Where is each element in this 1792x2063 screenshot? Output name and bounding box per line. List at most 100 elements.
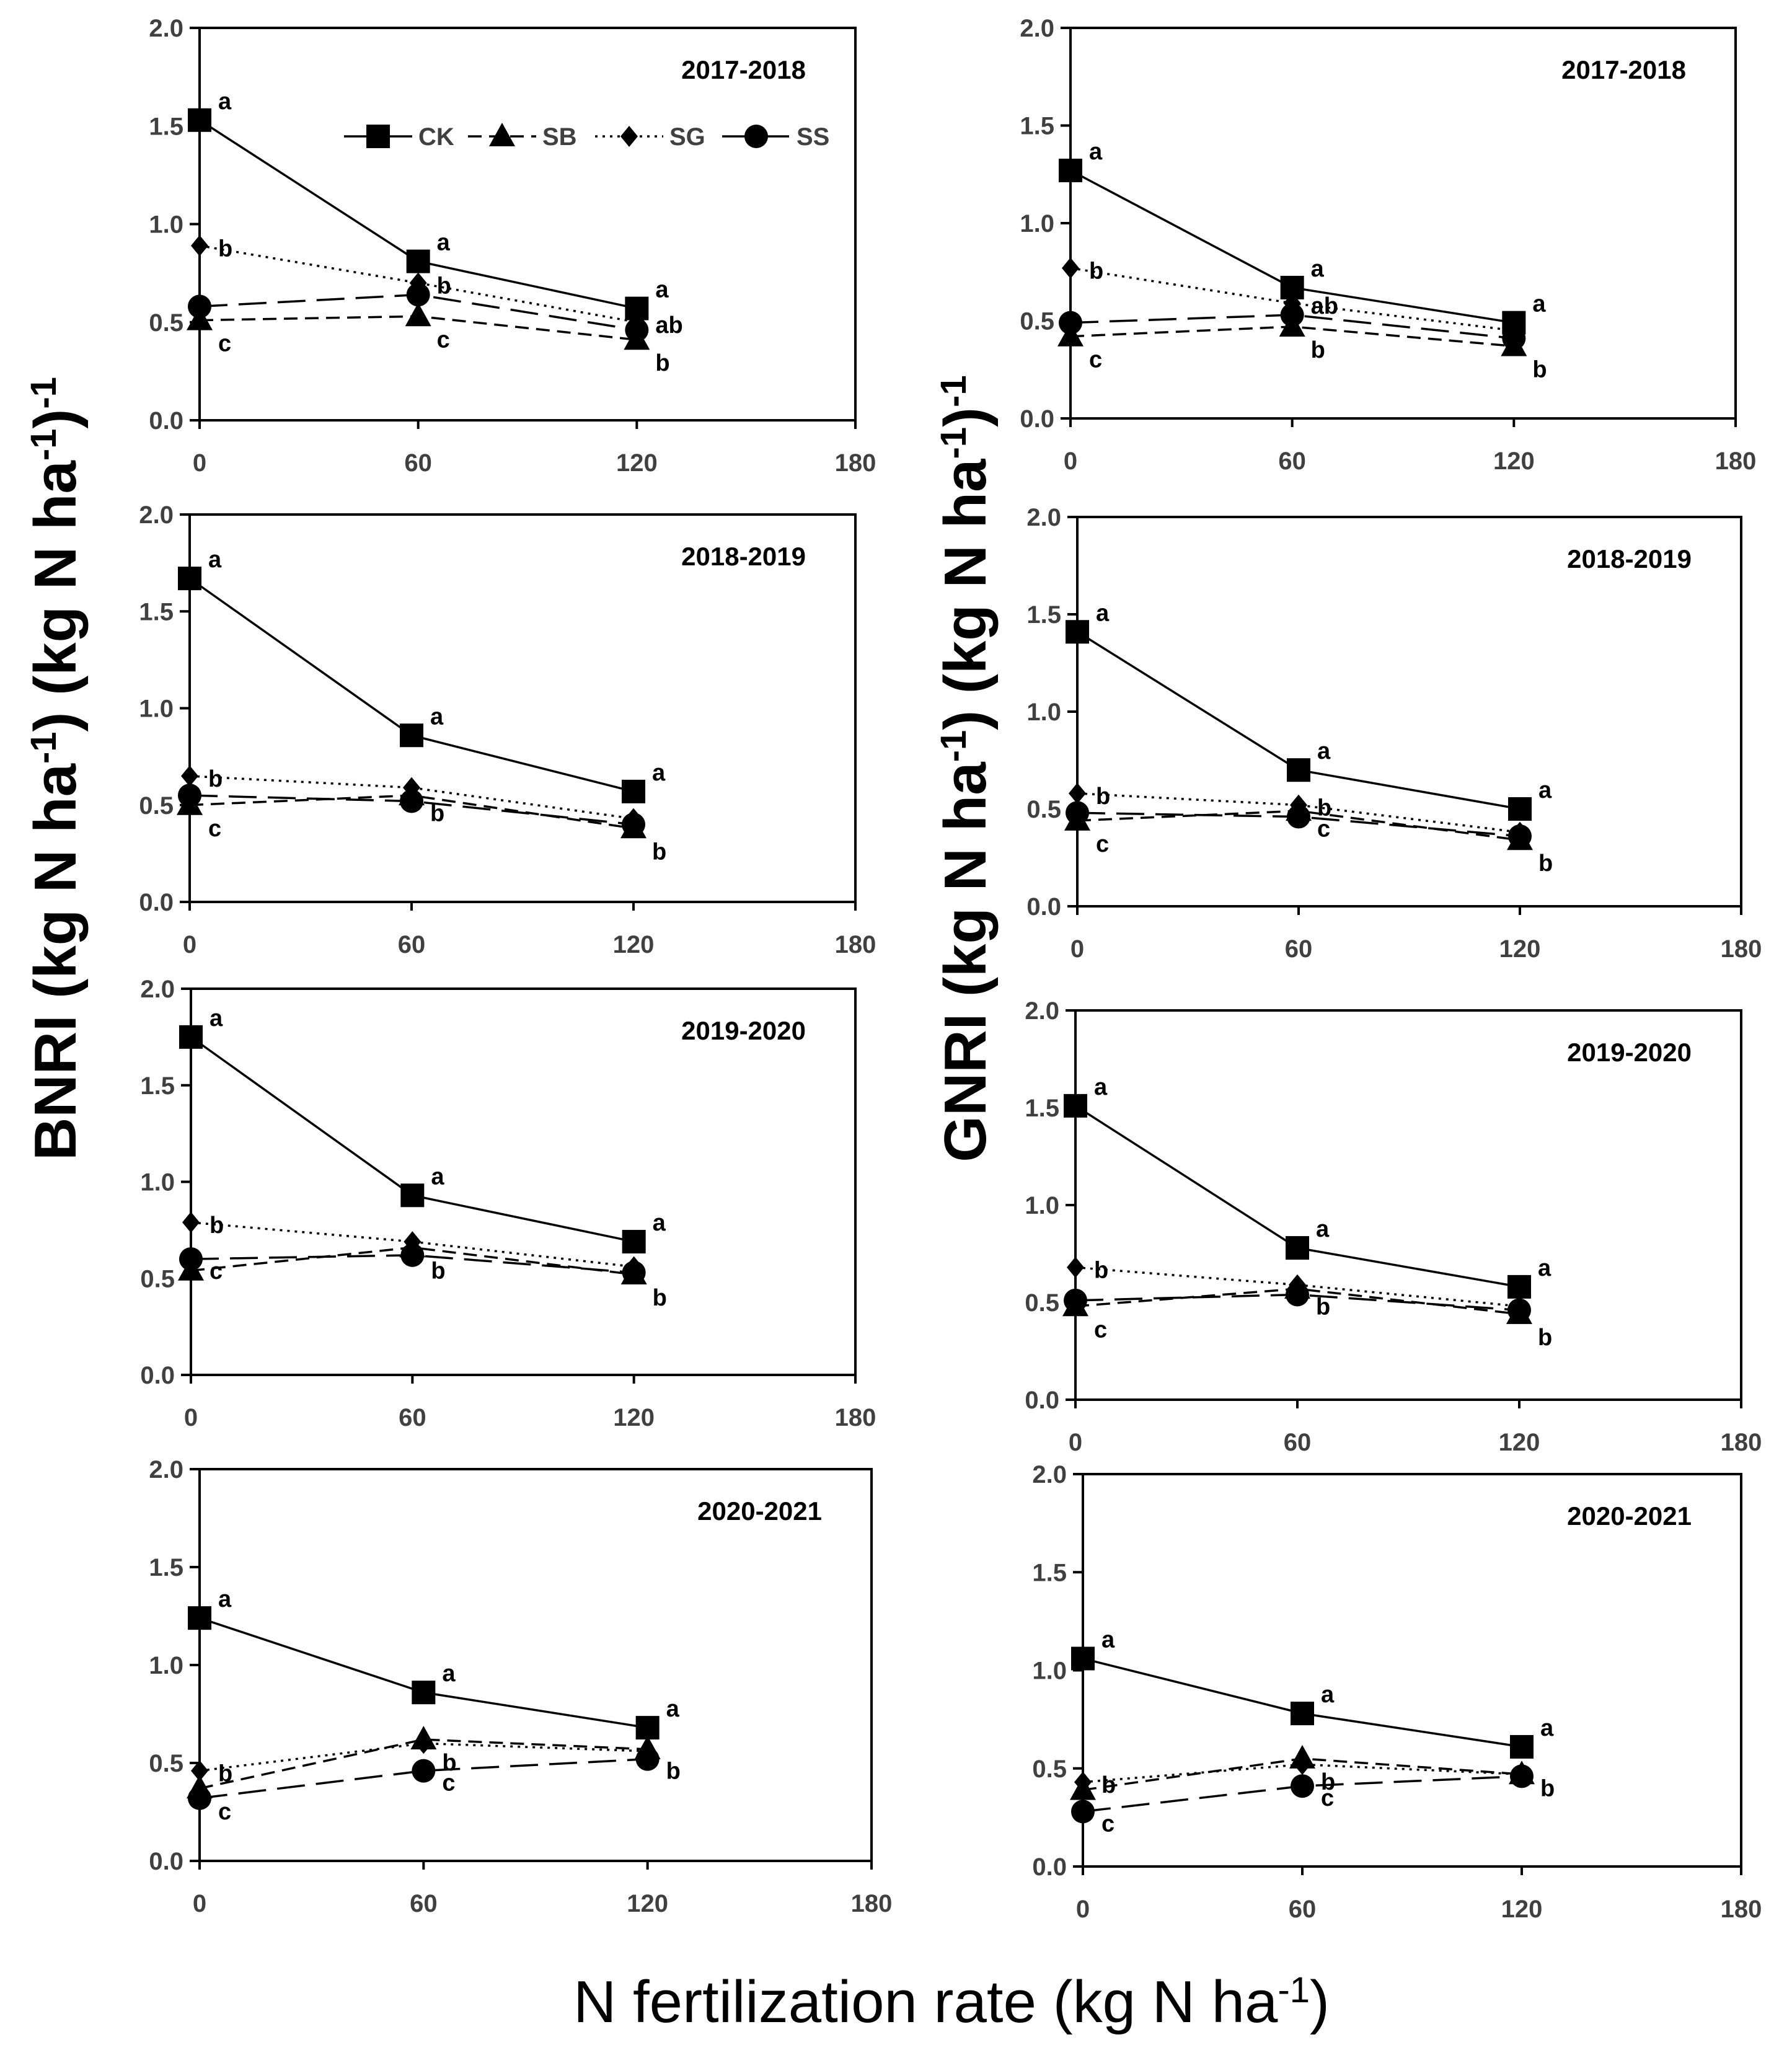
y-axis-label-left-end: ) xyxy=(22,409,89,429)
significance-letter-sb: b xyxy=(442,1750,456,1776)
series-line-ss xyxy=(199,1757,648,1800)
point-sb xyxy=(187,306,213,330)
y-tick-label: 1.5 xyxy=(1026,601,1061,629)
point-sg xyxy=(415,1733,433,1754)
significance-letter-sg: b xyxy=(1094,1257,1108,1283)
x-tick-label: 0 xyxy=(183,931,196,958)
point-sg xyxy=(191,235,208,257)
point-ss xyxy=(1291,1774,1314,1798)
chart-title: 2018-2019 xyxy=(681,542,806,571)
x-tick-label: 60 xyxy=(1284,1429,1312,1456)
significance-letter-ck: a xyxy=(442,1661,456,1687)
legend-label-ck: CK xyxy=(418,123,454,151)
y-tick-label: 0.5 xyxy=(1025,1289,1059,1317)
significance-letter-ck: a xyxy=(666,1696,680,1722)
significance-letter-ck: a xyxy=(652,760,666,786)
point-ss xyxy=(1066,801,1089,825)
significance-letter-sb: c xyxy=(1094,1317,1107,1343)
y-tick-label: 1.0 xyxy=(140,1169,175,1196)
significance-letter-ck: a xyxy=(1096,600,1110,626)
significance-letter-ck: a xyxy=(1101,1627,1115,1653)
point-ck xyxy=(1064,1093,1087,1118)
point-ss xyxy=(1507,1298,1531,1322)
significance-letter-sb: c xyxy=(208,816,221,842)
y-axis-label-right: GNRI (kg N ha-1) (kg N ha-1)-1 xyxy=(932,375,999,1162)
y-tick-label: 0.5 xyxy=(149,309,183,337)
point-ss xyxy=(412,1759,436,1783)
point-ss xyxy=(400,1243,425,1267)
y-tick-label: 2.0 xyxy=(1032,1461,1067,1488)
significance-letter-ck: a xyxy=(1538,777,1552,803)
point-ck xyxy=(400,1183,425,1208)
x-tick-label: 120 xyxy=(616,449,658,477)
significance-letter-ck: a xyxy=(208,547,222,573)
point-ck xyxy=(1066,620,1089,644)
point-ss xyxy=(178,784,201,808)
y-tick-label: 0.0 xyxy=(140,1362,175,1389)
significance-letter-ss: c xyxy=(210,1258,223,1284)
significance-letter-ck: a xyxy=(1532,291,1546,317)
significance-letter-ck: a xyxy=(431,1164,444,1190)
y-tick-label: 2.0 xyxy=(1026,504,1061,531)
y-tick-label: 1.0 xyxy=(149,211,183,239)
y-axis-label-left-sup2: -1 xyxy=(24,429,64,461)
x-tick-label: 0 xyxy=(1076,1896,1090,1923)
legend-marker-ss xyxy=(744,125,768,148)
y-tick-label: 1.5 xyxy=(140,1072,175,1100)
y-tick-label: 0.0 xyxy=(1032,1853,1067,1881)
significance-letter-sg: b xyxy=(437,273,451,299)
x-tick-label: 120 xyxy=(1499,935,1541,963)
point-sb xyxy=(1057,322,1084,347)
x-tick-label: 0 xyxy=(193,1890,206,1917)
x-tick-label: 120 xyxy=(627,1890,668,1917)
x-tick-label: 180 xyxy=(1721,1896,1762,1923)
y-axis-label-right-mid: ) (kg N ha xyxy=(932,459,999,730)
x-tick-label: 0 xyxy=(1070,935,1084,963)
y-tick-label: 2.0 xyxy=(149,1456,183,1483)
point-ss xyxy=(1502,326,1526,350)
significance-letter-sb: c xyxy=(437,327,450,353)
significance-letter-sg: b xyxy=(210,1213,224,1239)
significance-letter-ck: a xyxy=(1321,1682,1335,1708)
chart-title: 2018-2019 xyxy=(1567,544,1692,573)
x-tick-label: 120 xyxy=(1499,1429,1540,1456)
significance-letter-sb: b xyxy=(431,1258,445,1284)
point-sg xyxy=(1067,1257,1084,1278)
x-tick-label: 120 xyxy=(1493,448,1535,475)
x-tick-label: 120 xyxy=(613,931,655,958)
y-tick-label: 1.5 xyxy=(1020,113,1054,140)
series-line-sg xyxy=(1082,1763,1522,1783)
point-sg xyxy=(1074,1771,1092,1793)
point-ck xyxy=(1071,1646,1095,1671)
point-ss xyxy=(625,318,649,342)
point-ss xyxy=(179,1247,203,1271)
y-tick-label: 2.0 xyxy=(1020,15,1054,42)
point-sg xyxy=(1294,1754,1311,1775)
x-tick-label: 180 xyxy=(835,931,876,958)
y-tick-label: 0.5 xyxy=(1026,796,1061,823)
point-ss xyxy=(400,789,423,813)
x-tick-label: 180 xyxy=(1721,1429,1762,1456)
point-ck xyxy=(400,723,423,748)
x-tick-label: 60 xyxy=(1289,1896,1317,1923)
y-tick-label: 0.5 xyxy=(1032,1756,1067,1783)
significance-letter-sg: ab xyxy=(655,312,682,338)
y-tick-label: 1.5 xyxy=(1032,1559,1067,1586)
significance-letter-ck: a xyxy=(1311,256,1325,282)
legend-label-sb: SB xyxy=(542,123,577,151)
significance-letter-sb: c xyxy=(218,1799,231,1825)
y-tick-label: 1.0 xyxy=(1020,210,1054,237)
point-ck xyxy=(178,567,201,591)
x-tick-label: 180 xyxy=(835,449,876,477)
chart-title: 2019-2020 xyxy=(1567,1038,1692,1067)
significance-letter-ss: b xyxy=(1540,1775,1555,1801)
significance-letter-ck: a xyxy=(655,277,669,303)
y-axis-label-left-sup1: -1 xyxy=(24,731,64,764)
chart-panel-gnri-2017-2018: 0.0 0.5 1.0 1.5 2.0 0 60 120 180 2017-2018 a a a c b b b… xyxy=(1020,15,1756,475)
point-ss xyxy=(188,1786,211,1810)
significance-letter-ss: b xyxy=(1316,1294,1330,1320)
